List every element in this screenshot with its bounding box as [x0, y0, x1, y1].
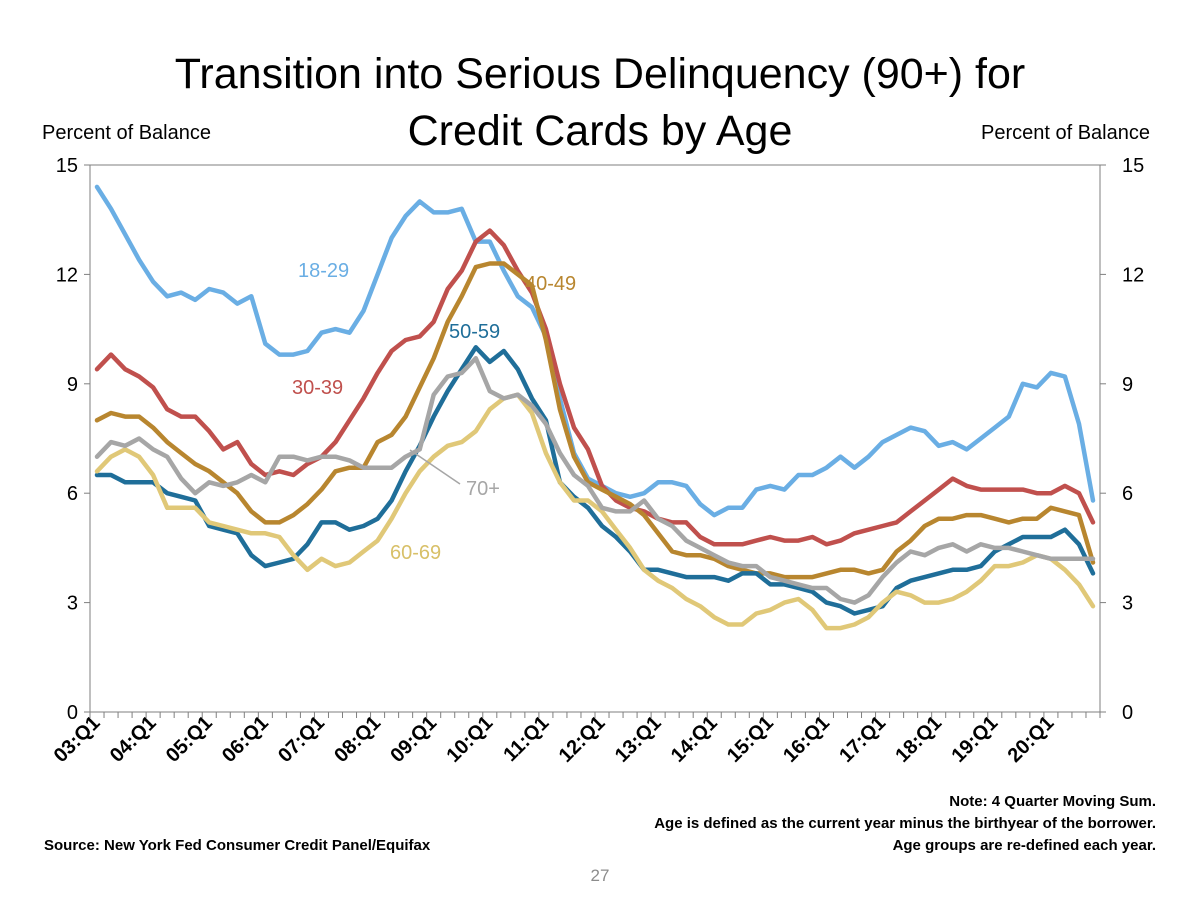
x-tick-label: 14:Q1: [667, 712, 722, 767]
note-line-3: Age groups are re-defined each year.: [892, 837, 1156, 854]
x-tick-label: 19:Q1: [947, 712, 1002, 767]
series-line-50-59: [94, 345, 1096, 616]
y-tick-label-left: 12: [56, 264, 78, 286]
x-tick-label: 12:Q1: [555, 712, 610, 767]
x-tick-label: 05:Q1: [162, 712, 217, 767]
y-tick-label-left: 9: [67, 374, 78, 396]
right-axis-label: Percent of Balance: [981, 122, 1150, 144]
series-label-40-49: 40-49: [525, 273, 576, 295]
chart-title-line-1: Transition into Serious Delinquency (90+…: [174, 50, 1026, 98]
y-tick-label-left: 3: [67, 593, 78, 615]
y-tick-label-right: 3: [1122, 593, 1133, 615]
series-line-40-49: [94, 261, 1096, 580]
y-tick-label-left: 0: [67, 702, 78, 724]
x-tick-label: 10:Q1: [442, 712, 497, 767]
y-tick-label-right: 9: [1122, 374, 1133, 396]
x-tick-label: 08:Q1: [330, 712, 385, 767]
x-tick-label: 11:Q1: [499, 712, 553, 766]
note-line-1: Note: 4 Quarter Moving Sum.: [949, 793, 1156, 810]
y-tick-label-left: 6: [67, 483, 78, 505]
y-tick-label-right: 0: [1122, 702, 1133, 724]
x-tick-label: 07:Q1: [274, 712, 329, 767]
y-tick-label-right: 15: [1122, 155, 1144, 177]
series-line-70plus: [94, 356, 1096, 605]
series-line-60-69: [94, 392, 1096, 631]
x-tick-label: 20:Q1: [1004, 712, 1059, 767]
x-tick-label: 04:Q1: [106, 712, 161, 767]
y-tick-label-left: 15: [56, 155, 78, 177]
series-line-30-39: [94, 228, 1096, 547]
chart-title: Transition into Serious Delinquency (90+…: [0, 46, 1200, 160]
x-tick-label: 15:Q1: [723, 712, 778, 767]
series-label-18-29: 18-29: [298, 260, 349, 282]
left-axis-label: Percent of Balance: [42, 122, 211, 144]
y-tick-label-right: 6: [1122, 483, 1133, 505]
x-tick-label: 17:Q1: [835, 712, 890, 767]
x-tick-label: 16:Q1: [779, 712, 834, 767]
page-number: 27: [590, 866, 610, 885]
series-line-18-29: [94, 184, 1096, 518]
x-tick-label: 09:Q1: [386, 712, 441, 767]
x-tick-label: 13:Q1: [611, 712, 666, 767]
series-label-60-69: 60-69: [390, 542, 441, 564]
x-tick-label: 06:Q1: [218, 712, 273, 767]
source-text: Source: New York Fed Consumer Credit Pan…: [44, 837, 431, 854]
leader-line-70plus: [409, 449, 461, 485]
series-label-50-59: 50-59: [449, 321, 500, 343]
series-label-30-39: 30-39: [292, 377, 343, 399]
chart-title-line-2: Credit Cards by Age: [407, 107, 793, 155]
note-line-2: Age is defined as the current year minus…: [654, 815, 1156, 832]
y-tick-label-right: 12: [1122, 264, 1144, 286]
x-tick-label: 18:Q1: [891, 712, 946, 767]
series-label-70plus: 70+: [466, 478, 500, 500]
chart-notes: Note: 4 Quarter Moving Sum. Age is defin…: [654, 791, 1156, 857]
plot-frame: [89, 164, 1101, 713]
